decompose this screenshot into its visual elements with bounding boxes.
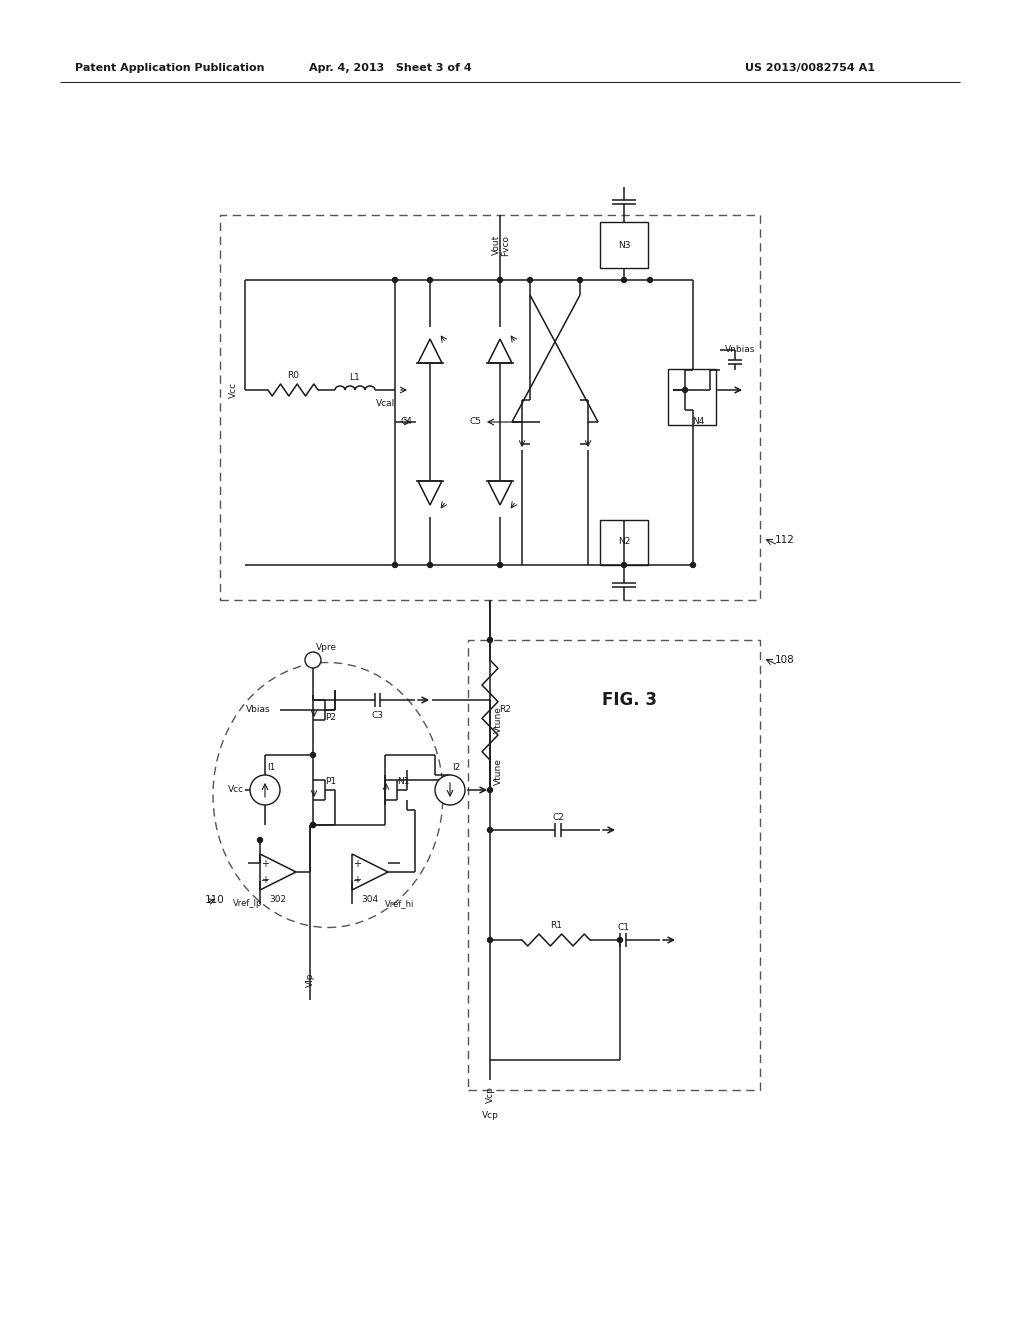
Text: N4: N4 <box>692 417 705 426</box>
Text: N2: N2 <box>617 537 630 546</box>
Text: I1: I1 <box>267 763 275 772</box>
Circle shape <box>690 562 695 568</box>
Text: C4: C4 <box>400 417 412 426</box>
Text: 304: 304 <box>361 895 379 904</box>
Text: P2: P2 <box>326 714 337 722</box>
Text: Vbias: Vbias <box>246 705 270 714</box>
Text: P1: P1 <box>326 777 337 787</box>
Circle shape <box>310 822 315 828</box>
Circle shape <box>578 277 583 282</box>
Circle shape <box>257 837 262 842</box>
Circle shape <box>622 277 627 282</box>
Circle shape <box>305 652 321 668</box>
Text: C3: C3 <box>371 710 383 719</box>
Circle shape <box>498 562 503 568</box>
Circle shape <box>392 562 397 568</box>
Bar <box>668 370 716 425</box>
Text: −: − <box>261 876 269 886</box>
Text: Vcp: Vcp <box>485 1086 495 1104</box>
Circle shape <box>617 937 623 942</box>
Text: Apr. 4, 2013   Sheet 3 of 4: Apr. 4, 2013 Sheet 3 of 4 <box>308 63 471 73</box>
Text: Patent Application Publication: Patent Application Publication <box>75 63 264 73</box>
Text: L1: L1 <box>348 374 359 383</box>
Circle shape <box>487 638 493 643</box>
Text: Vcc: Vcc <box>228 381 238 399</box>
Text: FIG. 3: FIG. 3 <box>602 690 657 709</box>
Text: I2: I2 <box>452 763 460 772</box>
Text: C5: C5 <box>470 417 482 426</box>
Text: Vnbias: Vnbias <box>725 346 755 355</box>
Text: 108: 108 <box>775 655 795 665</box>
Text: N3: N3 <box>617 240 630 249</box>
Text: 110: 110 <box>205 895 224 906</box>
Text: Vpre: Vpre <box>315 644 337 652</box>
Text: +: + <box>353 859 361 869</box>
Bar <box>468 640 760 1090</box>
Bar <box>600 520 648 565</box>
Text: Vlp: Vlp <box>305 973 314 987</box>
Circle shape <box>647 277 652 282</box>
Text: C1: C1 <box>617 923 629 932</box>
Text: +: + <box>261 859 269 869</box>
Text: C2: C2 <box>552 813 564 821</box>
Circle shape <box>498 277 503 282</box>
Circle shape <box>310 752 315 758</box>
Circle shape <box>622 562 627 568</box>
Text: Vtune: Vtune <box>494 759 503 785</box>
Text: Vcp: Vcp <box>481 1110 499 1119</box>
Text: Vref_hi: Vref_hi <box>385 899 415 908</box>
Text: Vcal: Vcal <box>377 399 395 408</box>
Circle shape <box>250 775 280 805</box>
Text: R1: R1 <box>550 920 562 929</box>
Bar <box>220 215 760 601</box>
Text: Vtune: Vtune <box>494 706 503 734</box>
Circle shape <box>683 388 687 392</box>
Text: N1: N1 <box>396 777 410 787</box>
Text: 112: 112 <box>775 535 795 545</box>
Text: R0: R0 <box>287 371 299 380</box>
Bar <box>600 222 648 268</box>
Text: Fvco: Fvco <box>502 235 511 256</box>
Circle shape <box>487 937 493 942</box>
Text: R2: R2 <box>499 705 511 714</box>
Text: −: − <box>353 876 361 886</box>
Text: Vout: Vout <box>492 235 501 255</box>
Circle shape <box>487 788 493 792</box>
Circle shape <box>310 822 315 828</box>
Circle shape <box>435 775 465 805</box>
Circle shape <box>427 562 432 568</box>
Text: +: + <box>261 875 269 884</box>
Text: +: + <box>353 875 361 884</box>
Text: Vref_lp: Vref_lp <box>233 899 263 908</box>
Circle shape <box>392 277 397 282</box>
Circle shape <box>427 277 432 282</box>
Text: 302: 302 <box>269 895 287 904</box>
Text: Vcc: Vcc <box>228 785 244 795</box>
Circle shape <box>487 828 493 833</box>
Circle shape <box>527 277 532 282</box>
Text: US 2013/0082754 A1: US 2013/0082754 A1 <box>745 63 874 73</box>
